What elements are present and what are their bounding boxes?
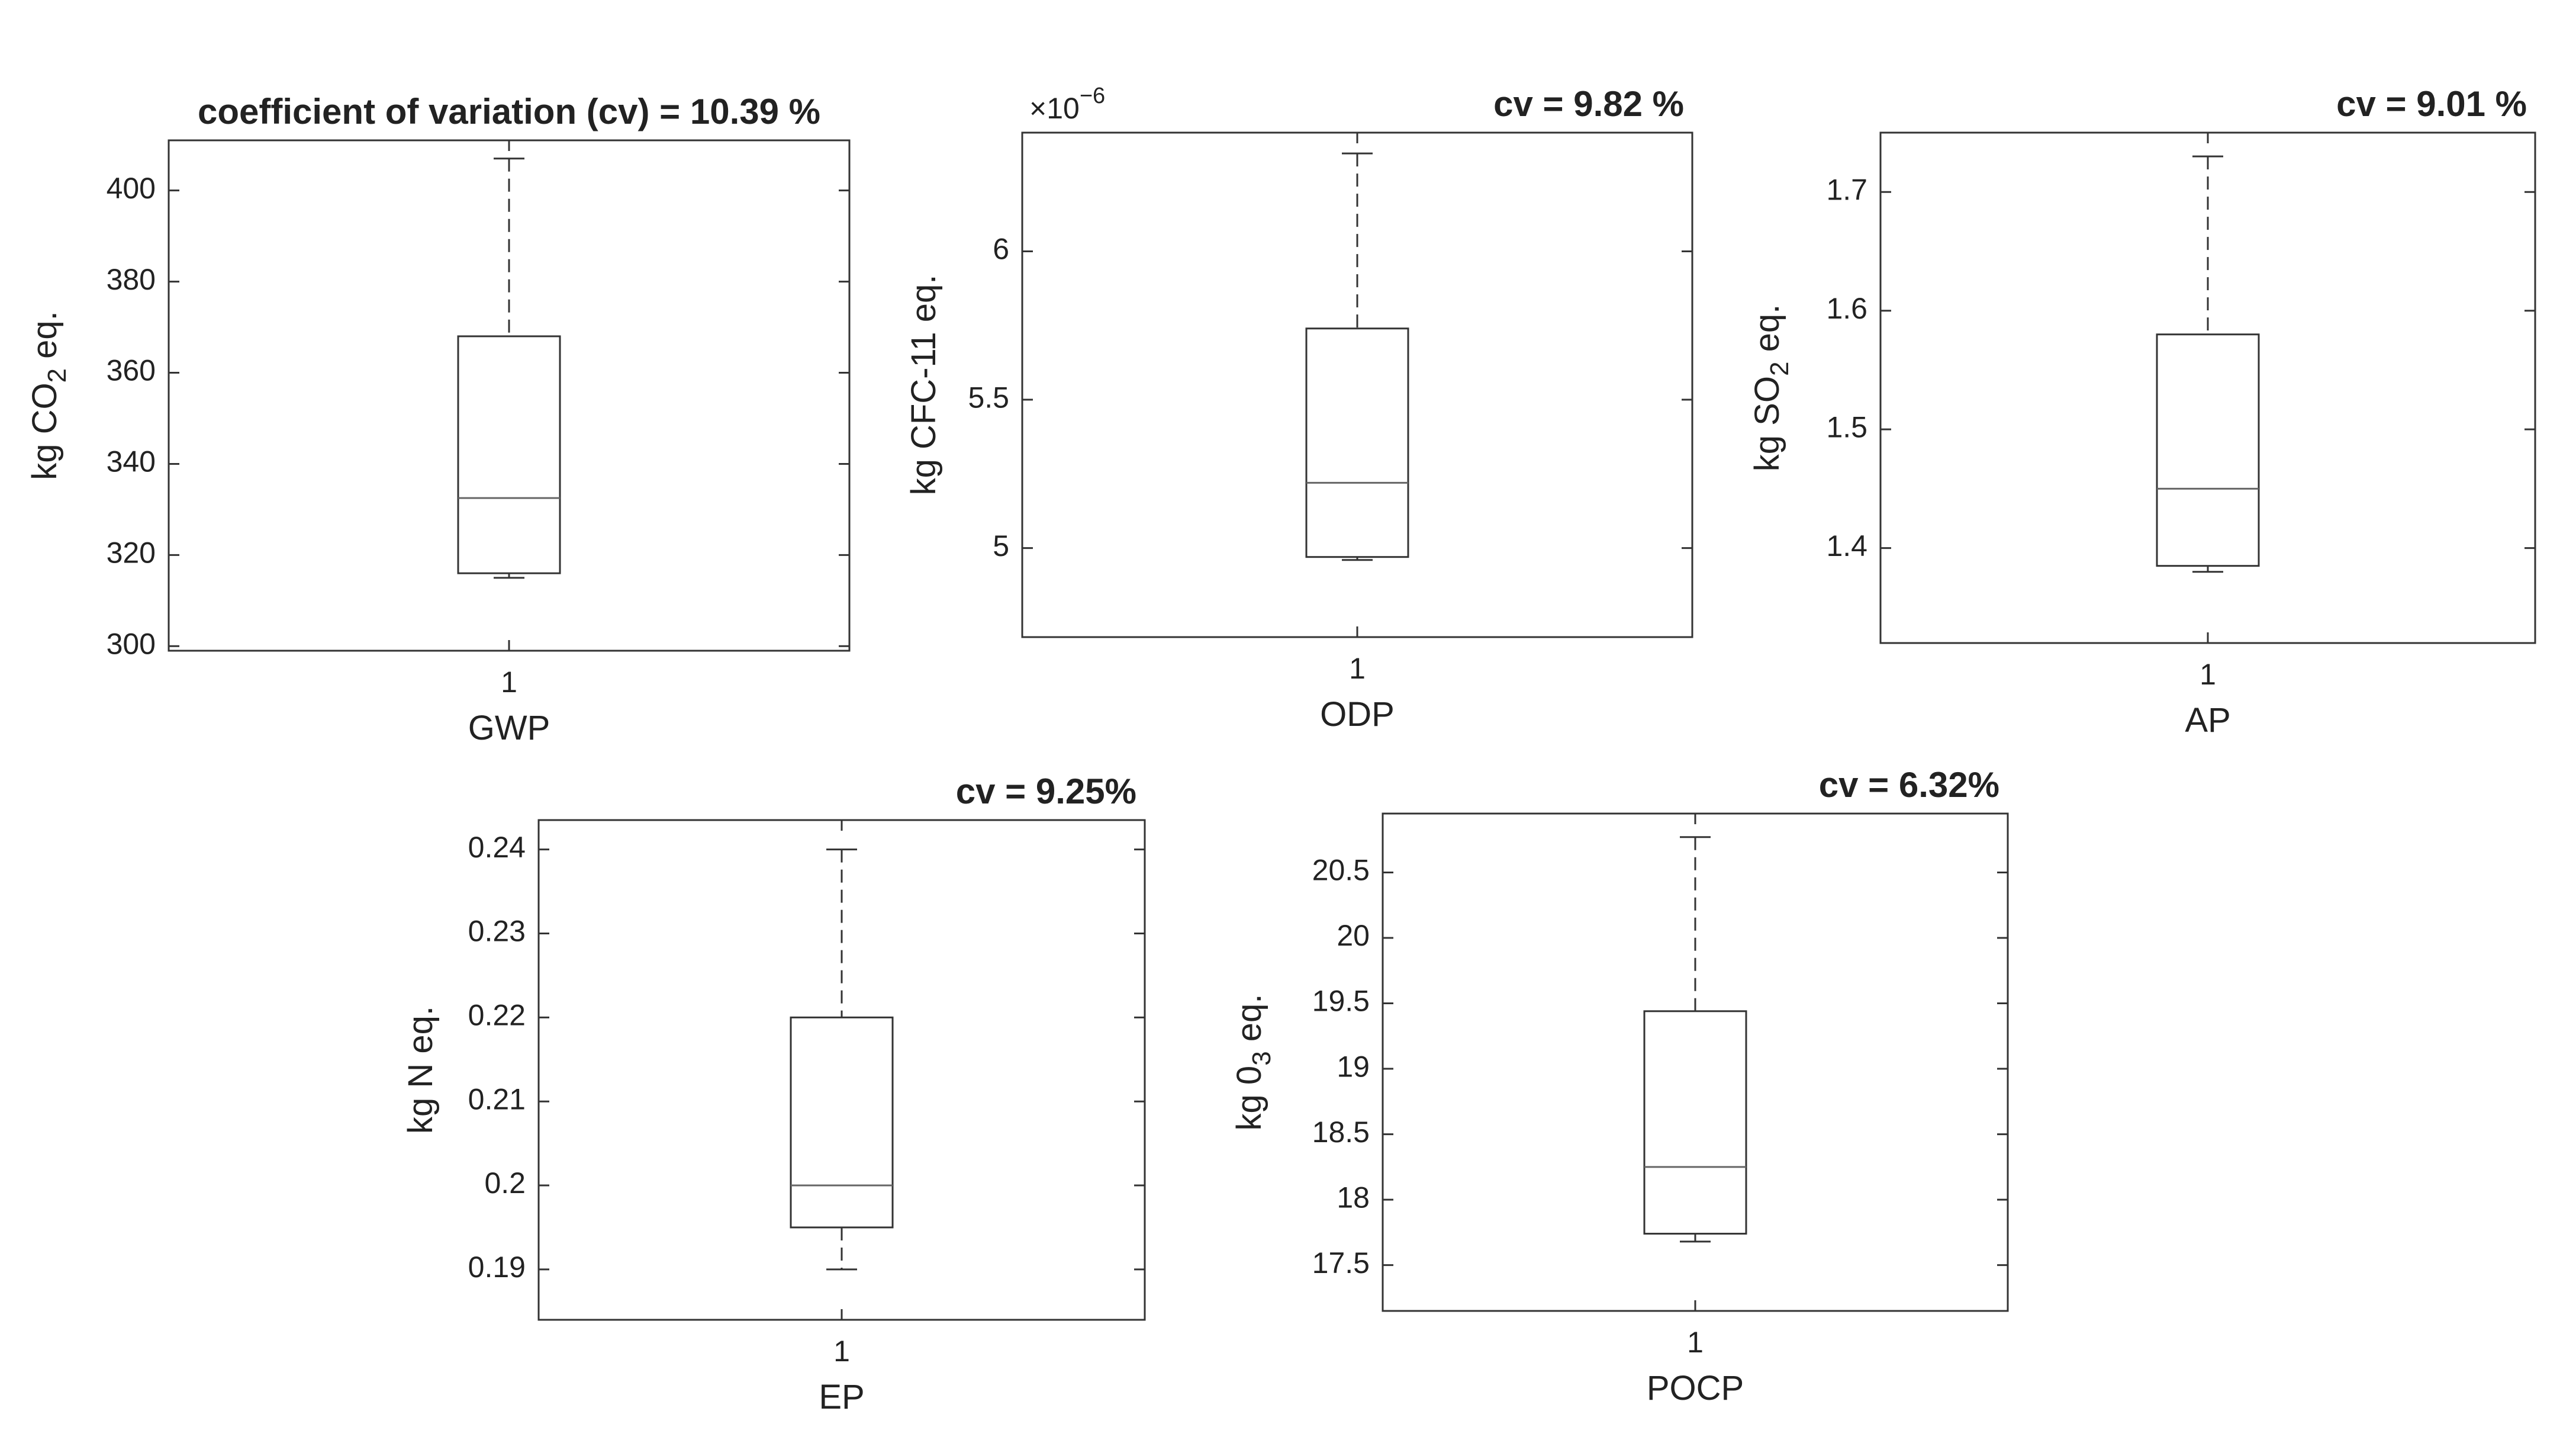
y-tick-label: 360 — [107, 354, 156, 387]
y-tick-label: 340 — [107, 445, 156, 478]
y-tick-label: 5 — [993, 529, 1009, 562]
y-axis-label: kg CFC-11 eq. — [904, 275, 943, 496]
x-tick-label: 1 — [1687, 1326, 1704, 1359]
axis-exponent-power: −6 — [1080, 83, 1105, 108]
chart-title: cv = 6.32% — [1819, 765, 1999, 805]
y-tick-label: 1.5 — [1826, 410, 1867, 443]
x-tick-label: 1 — [1349, 652, 1366, 685]
axis-exponent-label: ×10−6 — [1029, 83, 1105, 125]
y-axis-label-suffix: eq. — [1748, 304, 1786, 362]
y-axis-label-subscript: 3 — [1247, 1051, 1276, 1065]
y-axis-label-text: kg CO — [25, 382, 64, 480]
y-tick-label: 20.5 — [1312, 854, 1370, 887]
chart-panel-pocp: 17.5 18 18.5 19 19.5 20 20.5 1 POCP kg 03 eq. cv =… — [1230, 765, 2009, 1407]
y-tick-label: 1.7 — [1826, 173, 1867, 206]
y-axis-label-text: kg 0 — [1230, 1066, 1268, 1131]
y-tick-label: 380 — [107, 263, 156, 296]
y-tick-label: 320 — [107, 536, 156, 570]
x-axis-label: POCP — [1647, 1369, 1744, 1407]
interquartile-box — [790, 1016, 894, 1229]
x-axis-label: GWP — [468, 709, 550, 747]
interquartile-box — [2156, 333, 2260, 567]
x-tick-label: 1 — [2200, 658, 2216, 691]
y-tick-label: 1.4 — [1826, 529, 1867, 562]
x-axis-label: AP — [2185, 701, 2230, 740]
y-axis-label-text: kg N eq. — [401, 1006, 440, 1134]
x-axis-label: EP — [819, 1378, 864, 1416]
y-axis-label-text: kg CFC-11 eq. — [904, 275, 943, 496]
y-tick-label: 0.2 — [484, 1166, 526, 1200]
y-tick-label: 300 — [107, 628, 156, 661]
y-tick-label: 1.6 — [1826, 292, 1867, 325]
y-tick-label: 18 — [1337, 1181, 1370, 1214]
y-tick-label: 18.5 — [1312, 1116, 1370, 1149]
y-tick-label: 0.24 — [468, 831, 526, 864]
interquartile-box — [457, 335, 561, 574]
y-axis-label-subscript: 2 — [43, 368, 72, 382]
y-axis-label: kg SO2 eq. — [1748, 304, 1794, 471]
chart-title: cv = 9.25% — [956, 772, 1136, 811]
chart-panel-odp: 5 5.5 6 1 ODP kg CFC-11 eq. cv = 9.82 % ×10−6 — [904, 83, 1693, 734]
y-tick-label: 20 — [1337, 919, 1370, 952]
y-axis-label: kg CO2 eq. — [25, 311, 72, 480]
y-axis-label-suffix: eq. — [1230, 994, 1268, 1052]
interquartile-box — [1643, 1010, 1747, 1235]
y-tick-label: 0.22 — [468, 999, 526, 1032]
y-axis-label: kg N eq. — [401, 1006, 440, 1134]
y-axis-label-suffix: eq. — [25, 311, 64, 368]
interquartile-box — [1305, 327, 1409, 558]
plot-area-frame — [1021, 131, 1693, 638]
chart-panel-ep: 0.19 0.2 0.21 0.22 0.23 0.24 1 EP kg N eq. cv = 9… — [401, 772, 1146, 1416]
chart-title: cv = 9.82 % — [1493, 84, 1684, 124]
y-tick-label: 6 — [993, 233, 1009, 266]
y-tick-label: 0.21 — [468, 1082, 526, 1116]
x-axis-label: ODP — [1320, 695, 1395, 734]
chart-panel-gwp: 300 320 340 360 380 400 1 GWP kg CO2 eq. coeffici… — [25, 92, 851, 747]
y-tick-label: 19 — [1337, 1050, 1370, 1083]
x-tick-label: 1 — [833, 1335, 850, 1368]
y-tick-label: 19.5 — [1312, 985, 1370, 1018]
chart-title: coefficient of variation (cv) = 10.39 % — [198, 92, 820, 131]
y-axis-label: kg 03 eq. — [1230, 994, 1276, 1131]
y-axis-label-text: kg SO — [1748, 376, 1786, 471]
y-tick-label: 0.23 — [468, 915, 526, 948]
axis-exponent-base: ×10 — [1029, 92, 1080, 125]
y-tick-label: 400 — [107, 172, 156, 205]
x-tick-label: 1 — [501, 666, 517, 699]
y-tick-label: 0.19 — [468, 1251, 526, 1284]
chart-panel-ap: 1.4 1.5 1.6 1.7 1 AP kg SO2 eq. cv = 9.01 % — [1748, 84, 2536, 740]
y-axis-label-subscript: 2 — [1765, 362, 1794, 376]
y-tick-label: 5.5 — [968, 381, 1009, 414]
chart-title: cv = 9.01 % — [2336, 84, 2527, 124]
y-tick-label: 17.5 — [1312, 1246, 1370, 1280]
